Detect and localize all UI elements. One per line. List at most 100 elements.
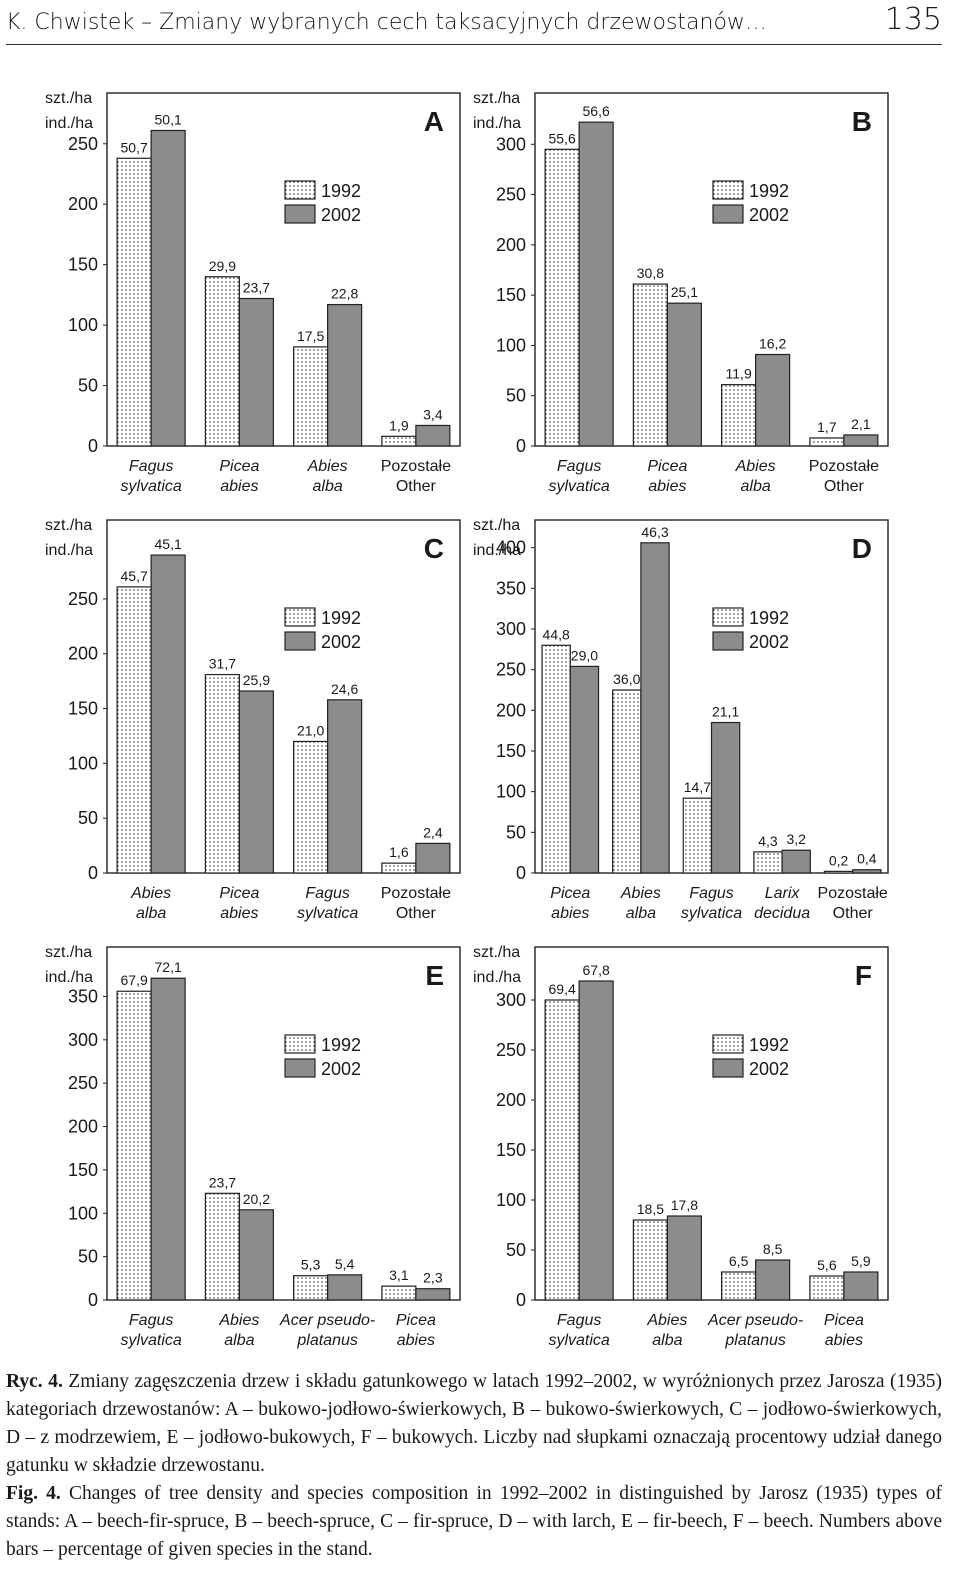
legend-swatch [284, 1058, 316, 1078]
legend-swatch [712, 1034, 744, 1054]
bar [721, 1271, 757, 1301]
plot-frame [106, 92, 461, 447]
x-tick-label: Abies alba [735, 458, 776, 495]
y-tick-label: 250 [68, 1073, 98, 1093]
plot-frame [534, 946, 889, 1301]
legend-label: 1992 [321, 1035, 361, 1055]
share-label: 3,2 [786, 831, 806, 847]
bar [381, 862, 417, 874]
y-tick-label: 300 [496, 134, 526, 154]
caption-label: Ryc. 4. [6, 1371, 63, 1392]
y-tick-label: 250 [496, 1040, 526, 1060]
bar [544, 148, 580, 447]
share-label: 22,8 [331, 286, 358, 302]
legend-label: 1992 [321, 181, 361, 201]
y-tick-label: 150 [496, 285, 526, 305]
share-label: 3,4 [423, 406, 443, 422]
share-label: 24,6 [331, 681, 358, 697]
y-tick-label: 100 [68, 753, 98, 773]
share-label: 31,7 [209, 656, 236, 672]
share-label: 56,6 [583, 103, 610, 119]
bar [721, 384, 757, 447]
y-tick-label: 50 [78, 1247, 98, 1267]
share-label: 44,8 [543, 626, 570, 642]
caption: Ryc. 4. Zmiany zagęszczenia drzew i skła… [6, 1368, 942, 1564]
bar [755, 1259, 791, 1301]
y-tick-label: 150 [496, 1140, 526, 1160]
header: K. Chwistek – Zmiany wybranych cech taks… [6, 0, 942, 45]
bar [150, 554, 186, 874]
bar [809, 437, 845, 447]
y-tick-label: 200 [496, 700, 526, 720]
y-tick-label: 200 [496, 235, 526, 255]
panel-letter: E [425, 960, 444, 991]
share-label: 5,4 [335, 1256, 355, 1272]
y-axis-label: ind./ha [473, 969, 521, 986]
y-tick-label: 300 [496, 990, 526, 1010]
bar [293, 346, 329, 447]
share-label: 2,3 [423, 1270, 443, 1286]
legend-swatch [712, 1058, 744, 1078]
share-label: 5,3 [301, 1257, 321, 1273]
y-tick-label: 200 [68, 194, 98, 214]
x-tick-label: Picea abies [823, 1312, 864, 1349]
legend-swatch [712, 204, 744, 224]
share-label: 4,3 [758, 833, 778, 849]
x-tick-label: Fagus sylvatica [548, 458, 610, 495]
share-label: 50,7 [121, 139, 148, 155]
y-axis-label: ind./ha [473, 115, 521, 132]
legend-label: 2002 [321, 632, 361, 652]
share-label: 50,1 [155, 111, 182, 127]
y-tick-label: 250 [496, 185, 526, 205]
legend-swatch [284, 204, 316, 224]
x-tick-label: Abies alba [131, 885, 172, 922]
caption-text: Zmiany zagęszczenia drzew i składu gatun… [6, 1371, 943, 1476]
page-number: 135 [884, 2, 942, 37]
x-tick-label: Abies alba [620, 885, 661, 922]
bar [781, 849, 811, 874]
y-tick-label: 0 [516, 436, 526, 456]
bar [632, 1219, 668, 1301]
bar [204, 276, 240, 447]
y-tick-label: 0 [88, 1290, 98, 1310]
share-label: 0,4 [857, 851, 877, 867]
share-label: 29,0 [571, 647, 598, 663]
running-title: K. Chwistek – Zmiany wybranych cech taks… [6, 10, 767, 35]
share-label: 36,0 [613, 671, 640, 687]
bar [753, 851, 783, 874]
y-axis-label: ind./ha [45, 542, 93, 559]
x-tick-label: Larix decidua [754, 885, 811, 922]
plot-frame [534, 92, 889, 447]
y-tick-label: 0 [516, 863, 526, 883]
legend-label: 1992 [749, 1035, 789, 1055]
share-label: 5,6 [817, 1257, 837, 1273]
y-tick-label: 150 [68, 699, 98, 719]
bar [578, 980, 614, 1301]
bar [150, 129, 186, 447]
bar [415, 842, 451, 874]
bar [809, 1275, 845, 1301]
share-label: 1,9 [389, 417, 409, 433]
x-tick-label: Fagus sylvatica [120, 458, 182, 495]
bar [612, 689, 642, 874]
caption-label: Fig. 4. [6, 1483, 61, 1504]
bar [327, 303, 363, 447]
bar [755, 353, 791, 447]
y-tick-label: 350 [68, 986, 98, 1006]
y-tick-label: 350 [496, 578, 526, 598]
y-axis-label: szt./ha [45, 517, 92, 534]
bar [632, 283, 668, 447]
x-tick-label: Pozostałe Other [380, 458, 451, 495]
bar [293, 740, 329, 874]
bar [238, 690, 274, 874]
legend-label: 2002 [321, 205, 361, 225]
y-tick-label: 100 [68, 1203, 98, 1223]
share-label: 45,7 [121, 568, 148, 584]
share-label: 8,5 [763, 1241, 783, 1257]
bar [666, 1215, 702, 1301]
share-label: 67,9 [121, 972, 148, 988]
share-label: 20,2 [243, 1191, 270, 1207]
share-label: 30,8 [637, 265, 664, 281]
x-tick-label: Picea abies [550, 885, 591, 922]
caption-pl: Ryc. 4. Zmiany zagęszczenia drzew i skła… [6, 1368, 942, 1480]
